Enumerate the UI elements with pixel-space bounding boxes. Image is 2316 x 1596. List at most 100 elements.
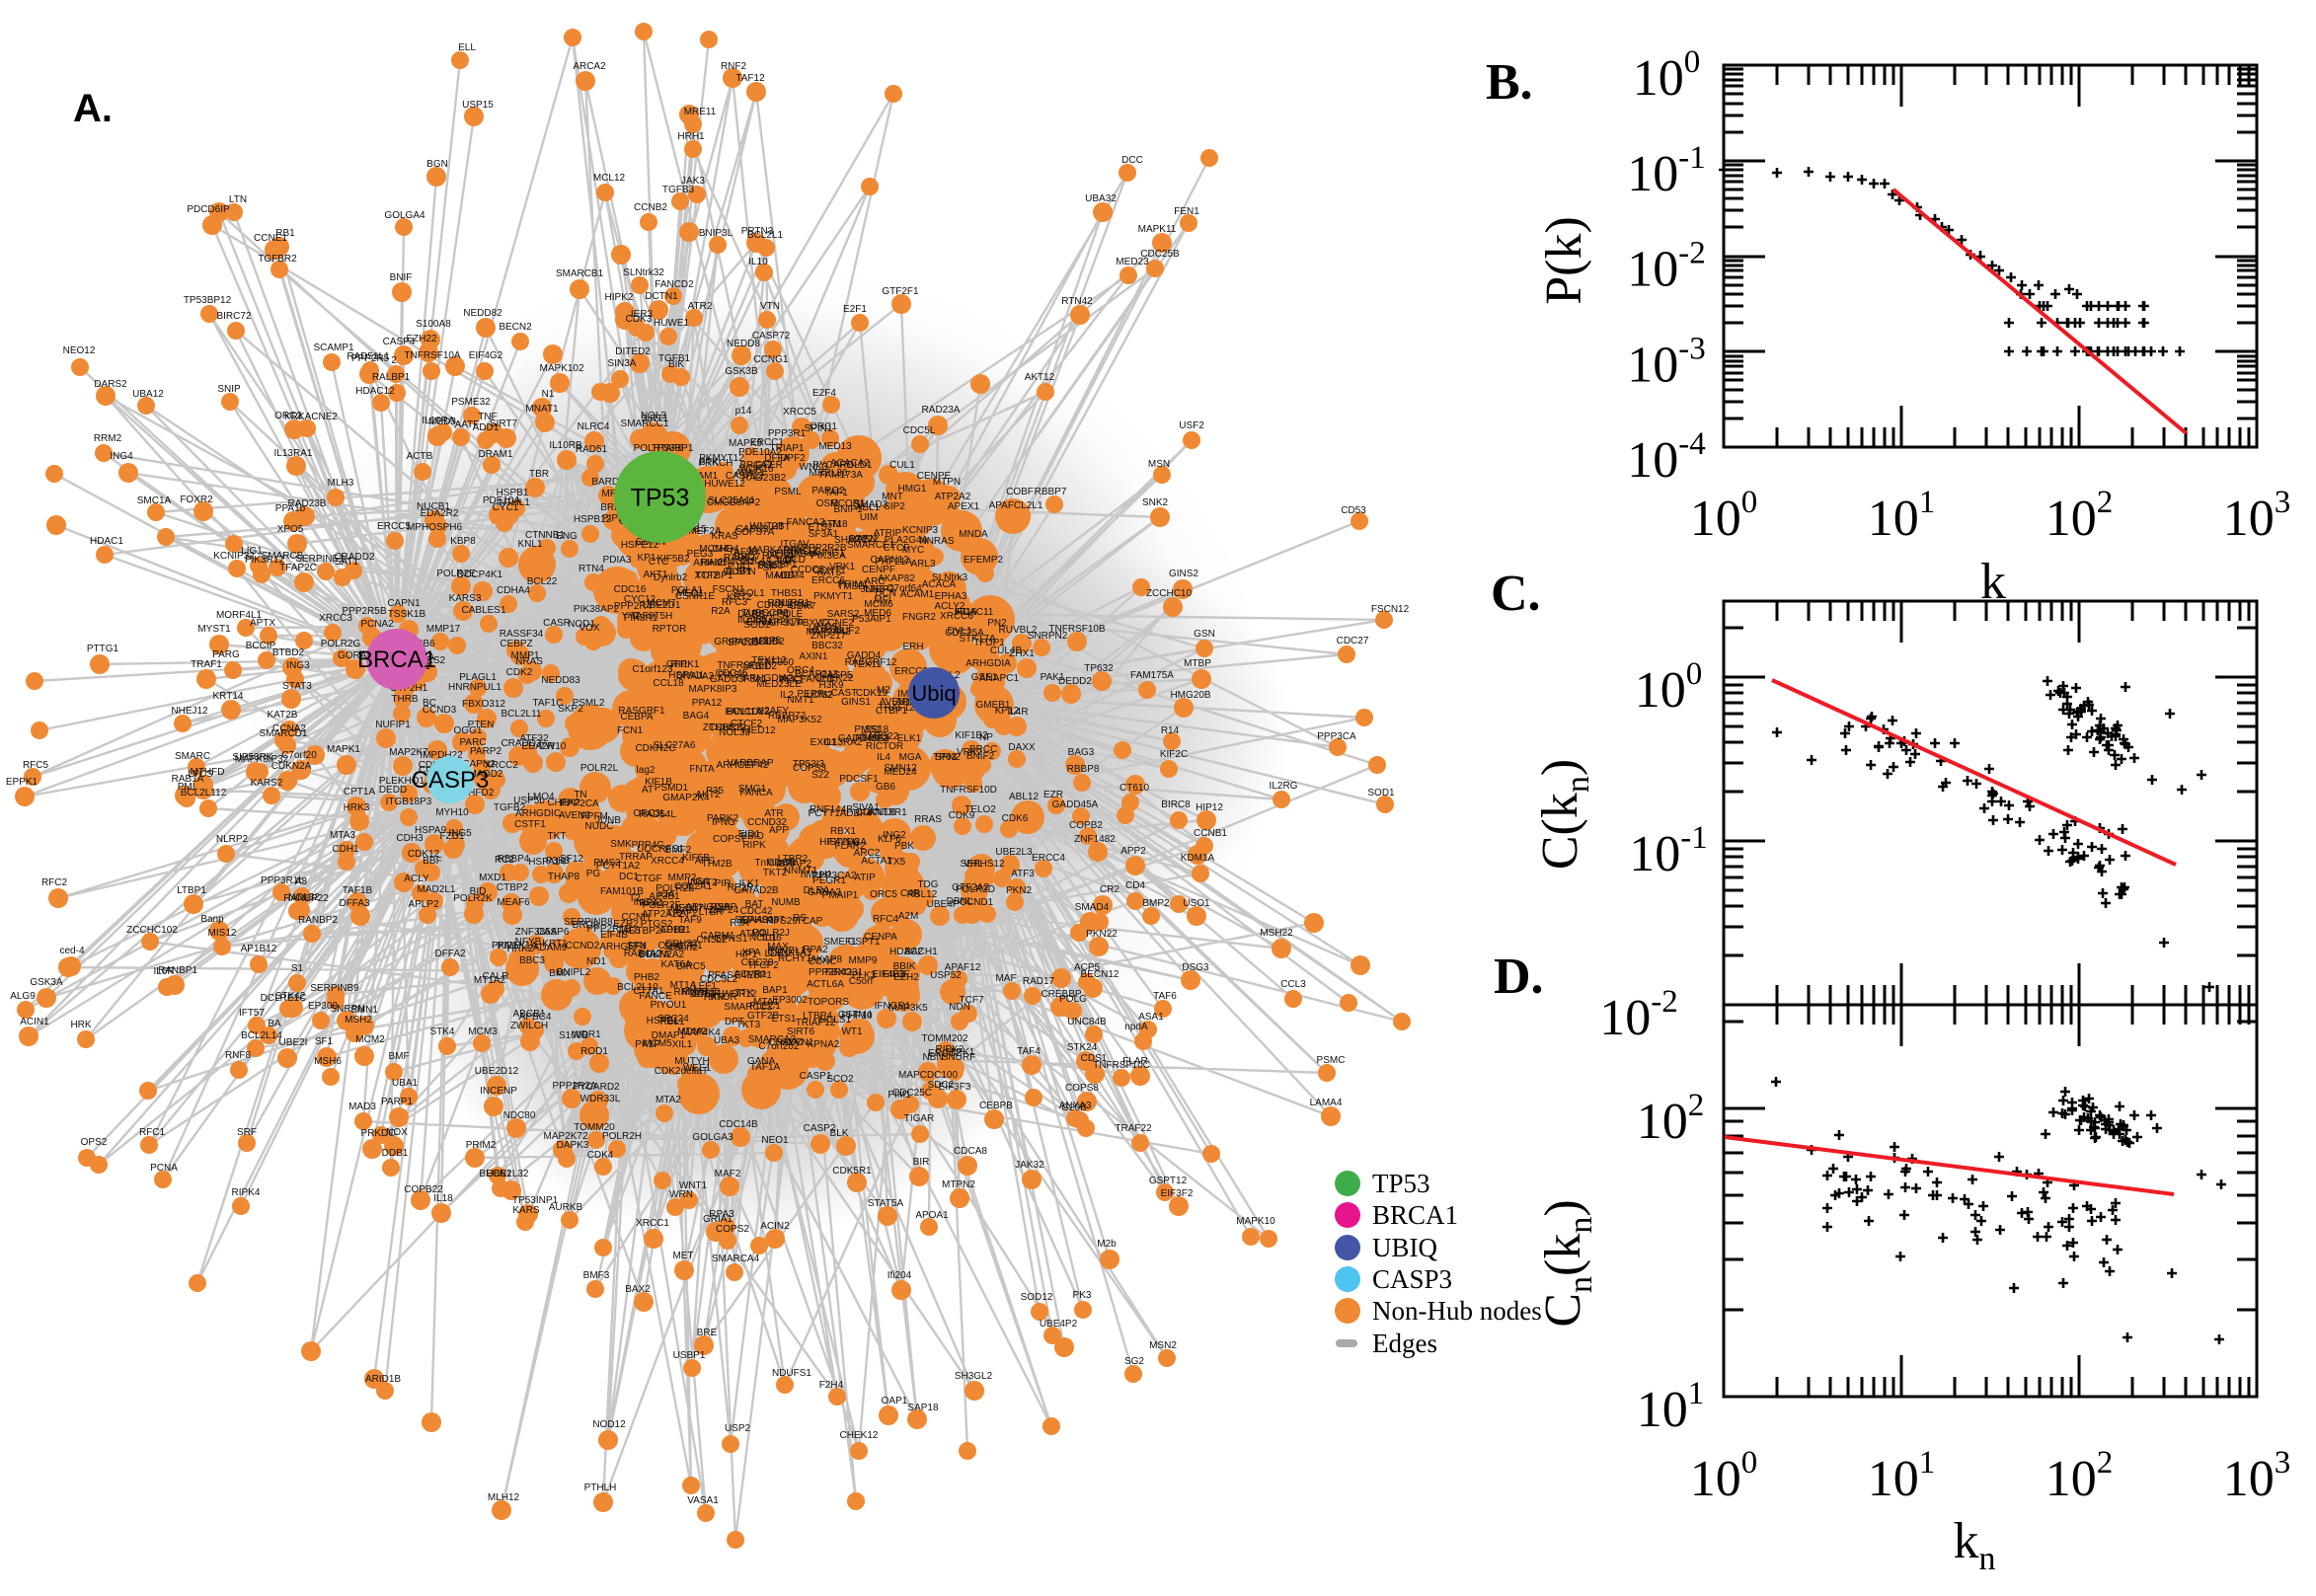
svg-text:ADD1: ADD1 <box>473 422 500 433</box>
svg-text:PARG: PARG <box>212 649 240 660</box>
svg-text:POLR2B: POLR2B <box>656 883 695 894</box>
svg-text:TRRAP: TRRAP <box>619 852 653 863</box>
svg-text:BRE: BRE <box>697 1328 718 1338</box>
svg-text:SHMT2: SHMT2 <box>834 535 868 546</box>
svg-text:NUFIP1: NUFIP1 <box>375 720 411 730</box>
svg-text:HAX1: HAX1 <box>701 558 728 569</box>
svg-text:CDCA8: CDCA8 <box>954 1146 987 1157</box>
svg-text:TTF2: TTF2 <box>695 570 719 581</box>
svg-text:kn: kn <box>1954 1513 1996 1577</box>
svg-text:MAPCDC100: MAPCDC100 <box>898 1070 958 1081</box>
svg-text:HMG20B: HMG20B <box>1170 690 1210 701</box>
svg-text:RFC2: RFC2 <box>41 877 68 888</box>
svg-text:BCL11A: BCL11A <box>727 707 763 718</box>
svg-text:UBIQ: UBIQ <box>1372 1233 1437 1262</box>
svg-text:SF3A1: SF3A1 <box>809 529 839 540</box>
svg-text:PSML2: PSML2 <box>573 698 605 709</box>
svg-text:SNURF: SNURF <box>942 1052 975 1063</box>
svg-text:PHF21A: PHF21A <box>875 557 912 568</box>
svg-text:HMG1: HMG1 <box>898 484 927 494</box>
svg-text:BCL2L112: BCL2L112 <box>181 788 227 798</box>
svg-text:CDK2deltaT: CDK2deltaT <box>655 1066 708 1077</box>
svg-text:THBS12: THBS12 <box>709 722 746 733</box>
svg-text:SOD1: SOD1 <box>1367 788 1395 798</box>
svg-text:PPP2R42: PPP2R42 <box>809 967 852 978</box>
svg-text:OAP1: OAP1 <box>882 1396 908 1406</box>
svg-text:FNGR2: FNGR2 <box>902 612 936 623</box>
svg-text:EIF4B2: EIF4B2 <box>872 969 905 980</box>
svg-text:DBF4: DBF4 <box>846 808 872 819</box>
svg-text:STAT5A: STAT5A <box>868 1198 904 1209</box>
svg-text:FANCA: FANCA <box>739 788 773 798</box>
svg-text:LDB1: LDB1 <box>764 949 789 959</box>
svg-text:GADD45A: GADD45A <box>1052 799 1099 810</box>
svg-text:BBIK: BBIK <box>893 961 916 972</box>
svg-text:MTHFD2: MTHFD2 <box>454 788 495 798</box>
svg-text:CASR: CASR <box>543 618 571 629</box>
svg-text:WNT2B: WNT2B <box>750 521 785 532</box>
svg-text:RAD54L: RAD54L <box>639 809 676 820</box>
svg-text:EP300: EP300 <box>308 1001 338 1012</box>
svg-text:BBC32: BBC32 <box>811 641 843 651</box>
svg-text:ING2: ING2 <box>883 830 906 841</box>
svg-text:npdA: npdA <box>1124 1022 1148 1032</box>
svg-text:SIRT6: SIRT6 <box>787 1026 815 1037</box>
svg-text:BCAP312: BCAP312 <box>795 669 838 680</box>
svg-text:LYCS: LYCS <box>188 769 213 780</box>
svg-text:TGFB3: TGFB3 <box>662 185 695 195</box>
svg-text:TFCP2: TFCP2 <box>747 960 779 971</box>
svg-text:RIPK2: RIPK2 <box>936 1044 965 1055</box>
svg-text:G20B: G20B <box>1061 1102 1087 1113</box>
svg-text:TRAF1: TRAF1 <box>191 659 222 670</box>
svg-text:SNRPN2: SNRPN2 <box>1028 631 1068 642</box>
svg-text:Ifi205b: Ifi205b <box>737 615 767 626</box>
svg-text:COPB2: COPB2 <box>1069 820 1103 831</box>
svg-text:Dynlrb2: Dynlrb2 <box>654 572 688 583</box>
svg-text:PRKDC: PRKDC <box>360 1128 395 1139</box>
svg-text:DPT: DPT <box>725 1017 744 1027</box>
svg-text:GANA: GANA <box>747 1056 776 1067</box>
svg-text:MDM4: MDM4 <box>775 570 805 581</box>
svg-text:VASN: VASN <box>851 534 878 545</box>
svg-text:NEDD83: NEDD83 <box>541 675 580 686</box>
svg-text:ORC1: ORC1 <box>810 421 837 432</box>
svg-text:TCF7: TCF7 <box>960 995 984 1006</box>
svg-text:IL18: IL18 <box>433 1193 453 1204</box>
svg-text:DFFA2: DFFA2 <box>434 949 466 959</box>
svg-text:ACLY: ACLY <box>404 874 429 884</box>
svg-text:PPP2R5B: PPP2R5B <box>342 606 386 617</box>
svg-text:RAD23B: RAD23B <box>288 498 327 509</box>
svg-text:PML: PML <box>178 782 198 793</box>
svg-text:BNIF2: BNIF2 <box>966 751 995 762</box>
svg-text:2: 2 <box>391 355 397 366</box>
svg-text:GSK3B: GSK3B <box>725 366 758 377</box>
svg-text:VRK1: VRK1 <box>829 562 856 572</box>
svg-text:FLAR2: FLAR2 <box>834 841 866 852</box>
svg-text:SF: SF <box>763 563 776 573</box>
svg-text:RASSF34: RASSF34 <box>500 629 544 640</box>
svg-text:POLD1: POLD1 <box>840 460 873 471</box>
svg-text:IL10RA: IL10RA <box>422 416 455 426</box>
svg-text:HMGB2: HMGB2 <box>720 557 755 568</box>
svg-text:T2: T2 <box>629 893 641 904</box>
svg-text:RIPK12: RIPK12 <box>784 546 818 557</box>
svg-text:SIRT7: SIRT7 <box>490 418 518 429</box>
svg-text:PEGR1: PEGR1 <box>812 875 846 886</box>
svg-text:RAD52: RAD52 <box>724 553 756 564</box>
svg-text:NEO12: NEO12 <box>63 345 96 356</box>
svg-text:SMN12: SMN12 <box>884 763 917 774</box>
svg-text:DITED2: DITED2 <box>615 346 651 357</box>
svg-text:FAM173A: FAM173A <box>819 470 863 481</box>
svg-text:TIGAR: TIGAR <box>904 1113 935 1124</box>
svg-text:FNTA: FNTA <box>689 764 715 775</box>
svg-text:BACH1: BACH1 <box>904 947 938 957</box>
svg-text:SMN1: SMN1 <box>350 1005 378 1016</box>
svg-text:POLR2L: POLR2L <box>580 763 619 774</box>
svg-text:CASP2: CASP2 <box>804 1123 836 1134</box>
svg-text:CCND2: CCND2 <box>566 941 600 951</box>
svg-text:KIF5B2: KIF5B2 <box>656 554 690 565</box>
svg-text:RUVBL1: RUVBL1 <box>768 946 807 956</box>
svg-text:ZHX1: ZHX1 <box>1009 648 1035 659</box>
svg-text:DEDD: DEDD <box>379 785 407 796</box>
svg-text:STK24: STK24 <box>1067 1042 1098 1053</box>
